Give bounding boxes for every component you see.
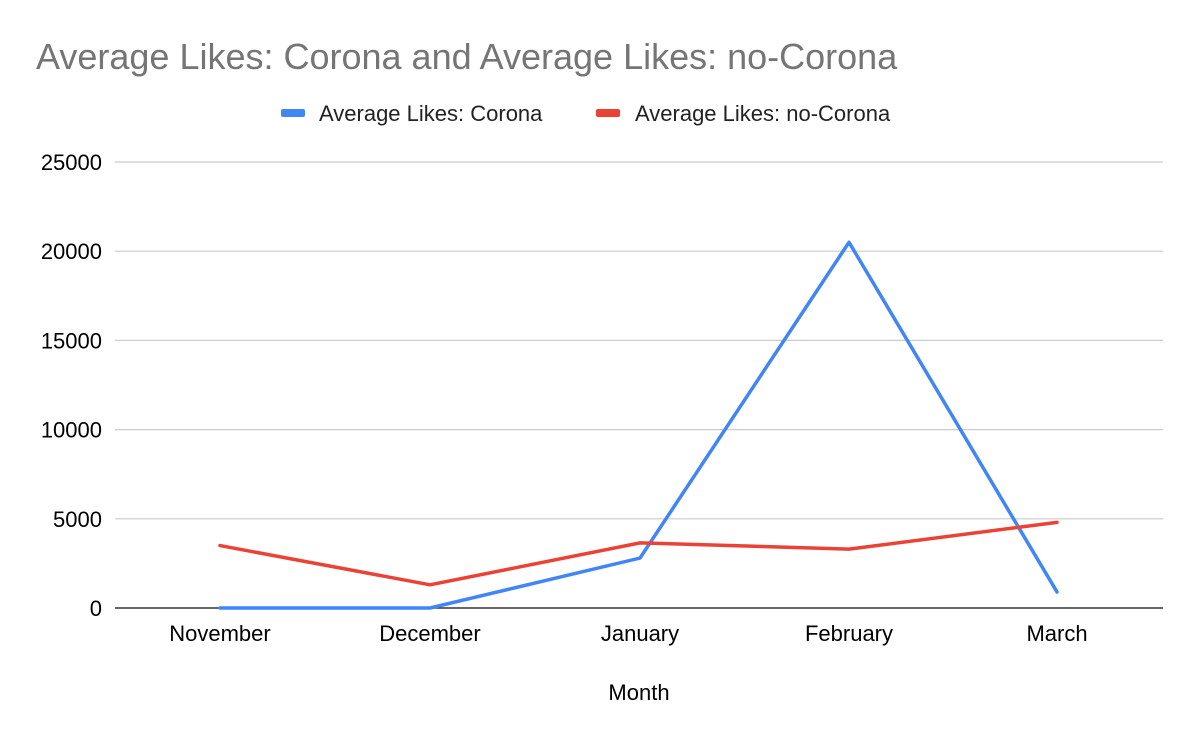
y-tick-label: 15000 [41, 328, 102, 353]
y-tick-label: 10000 [41, 418, 102, 443]
x-tick-label: March [1026, 621, 1087, 646]
legend-label-no-corona: Average Likes: no-Corona [635, 101, 891, 126]
x-axis-ticks: November December January February March [169, 621, 1087, 646]
y-tick-label: 20000 [41, 239, 102, 264]
series-line-corona [218, 240, 1059, 610]
legend-swatch-no-corona [596, 109, 620, 117]
legend-swatch-corona [281, 109, 305, 117]
series-line-no-corona [218, 520, 1059, 587]
chart-title: Average Likes: Corona and Average Likes:… [36, 36, 898, 77]
x-tick-label: December [379, 621, 480, 646]
y-tick-label: 25000 [41, 150, 102, 175]
y-tick-label: 5000 [53, 507, 102, 532]
x-axis-title: Month [608, 680, 669, 705]
series-layer [218, 240, 1059, 610]
x-tick-label: February [805, 621, 893, 646]
x-tick-label: January [601, 621, 679, 646]
y-tick-label: 0 [90, 596, 102, 621]
x-tick-label: November [169, 621, 270, 646]
y-axis-ticks: 0 5000 10000 15000 20000 25000 [41, 150, 102, 621]
chart-legend: Average Likes: Corona Average Likes: no-… [281, 101, 891, 126]
grid-layer [115, 161, 1163, 520]
legend-label-corona: Average Likes: Corona [319, 101, 543, 126]
